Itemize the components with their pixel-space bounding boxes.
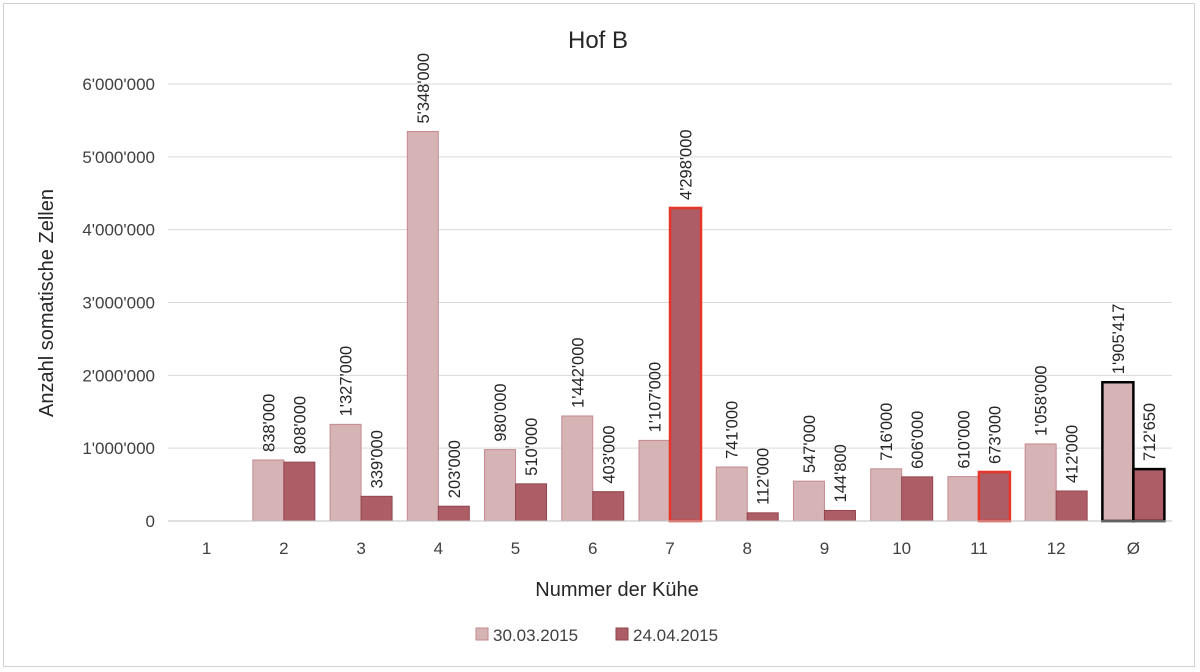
bar-series-2-cow-6: [592, 491, 625, 522]
x-tick-label: 8: [742, 539, 751, 558]
bar-series-2-cow-7: [668, 206, 703, 523]
chart-frame: [3, 3, 1195, 667]
chart-title: Hof B: [568, 27, 628, 54]
data-label-series-2-cow-3: 339'000: [369, 430, 387, 488]
bar-series-2-cow-9: [823, 509, 856, 522]
y-tick-label: 5'000'000: [82, 148, 155, 167]
x-tick-label: 2: [279, 539, 288, 558]
x-tick-label: 12: [1047, 539, 1066, 558]
x-tick-label: 11: [970, 539, 988, 558]
x-tick-label: 7: [665, 539, 674, 558]
y-tick-label: 4'000'000: [82, 221, 155, 240]
x-tick-label: 10: [892, 539, 911, 558]
x-tick-label: 6: [588, 539, 597, 558]
bar-series-1-cow-7: [638, 439, 671, 522]
data-label-series-2-cow-11: 673'000: [986, 406, 1004, 464]
x-axis-ticks: 1 2 3 4 5 6 7 8 9 10 11 12 Ø: [202, 539, 1140, 558]
data-label-series-2-cow-6: 403'000: [600, 425, 618, 483]
data-label-series-2-cow-10: 606'000: [909, 411, 927, 469]
y-tick-label: 3'000'000: [82, 294, 155, 313]
y-tick-label: 6'000'000: [82, 75, 155, 94]
data-label-series-1-cow-11: 610'000: [955, 410, 973, 468]
bar-series-1-cow-8: [715, 466, 748, 522]
bar-series-2-cow-2: [283, 461, 316, 522]
x-tick-label: 3: [356, 539, 365, 558]
bar-series-2-cow-8: [746, 512, 779, 522]
bar-series-1-cow-Ø: [1101, 380, 1135, 523]
data-label-series-1-cow-9: 547'000: [801, 415, 819, 473]
x-tick-label: Ø: [1127, 539, 1140, 558]
data-label-series-2-cow-12: 412'000: [1064, 425, 1082, 483]
legend-label-series-2: 24.04.2015: [633, 626, 718, 645]
bar-series-2-cow-5: [515, 483, 548, 522]
data-label-series-1-cow-6: 1'442'000: [569, 337, 587, 408]
data-labels: 838'000 1'327'000 5'348'000 980'000 1'442'00…: [260, 53, 1159, 505]
data-label-series-2-cow-2: 808'000: [291, 396, 309, 454]
data-label-series-2-cow-9: 144'800: [832, 444, 850, 502]
data-label-series-1-cow-2: 838'000: [260, 394, 278, 452]
data-label-series-2-cow-5: 510'000: [523, 418, 541, 476]
x-tick-label: 4: [434, 539, 443, 558]
data-label-series-1-cow-12: 1'058'000: [1033, 365, 1051, 436]
bar-series-2-cow-10: [901, 476, 934, 522]
data-label-series-2-cow-7: 4'298'000: [678, 129, 696, 200]
data-label-series-1-cow-3: 1'327'000: [338, 346, 356, 417]
data-label-series-1-cow-8: 741'000: [724, 401, 742, 459]
x-tick-label: 9: [820, 539, 829, 558]
bar-series-1-cow-5: [484, 449, 517, 522]
x-axis-label: Nummer der Kühe: [535, 579, 698, 601]
y-tick-label: 2'000'000: [82, 366, 155, 385]
x-tick-label: 1: [202, 539, 211, 558]
bar-series-1-cow-2: [252, 459, 285, 522]
legend-label-series-1: 30.03.2015: [493, 626, 578, 645]
bar-series-1-cow-3: [329, 423, 362, 522]
bar-series-2-cow-11: [977, 470, 1012, 523]
bar-series-1-cow-6: [561, 415, 594, 522]
y-axis-label: Anzahl somatische Zellen: [36, 189, 58, 417]
data-label-series-1-cow-4: 5'348'000: [415, 53, 433, 124]
data-label-series-2-cow-Ø: 712'650: [1141, 403, 1159, 461]
data-label-series-1-cow-10: 716'000: [878, 403, 896, 461]
legend-swatch-series-2: [615, 627, 629, 641]
bar-series-2-cow-4: [437, 505, 470, 522]
data-label-series-1-cow-Ø: 1'905'417: [1110, 304, 1128, 375]
data-label-series-1-cow-7: 1'107'000: [647, 362, 665, 433]
x-tick-label: 5: [511, 539, 520, 558]
data-label-series-1-cow-5: 980'000: [492, 383, 510, 441]
y-axis-ticks: 0 1'000'000 2'000'000 3'000'000 4'000'000 5'0…: [82, 75, 155, 531]
legend-swatch-series-1: [475, 627, 489, 641]
y-tick-label: 0: [146, 512, 155, 531]
legend: 30.03.2015 24.04.2015: [475, 626, 718, 645]
data-label-series-2-cow-4: 203'000: [446, 440, 464, 498]
bar-series-2-cow-Ø: [1132, 467, 1166, 523]
bar-series-1-cow-4: [406, 130, 439, 522]
bars: [252, 130, 1166, 523]
data-label-series-2-cow-8: 112'000: [755, 448, 773, 505]
bar-series-1-cow-11: [947, 476, 980, 522]
bar-series-2-cow-12: [1055, 490, 1088, 522]
y-tick-label: 1'000'000: [82, 439, 155, 458]
bar-series-1-cow-12: [1024, 443, 1057, 522]
bar-series-1-cow-10: [870, 468, 903, 522]
bar-series-2-cow-3: [360, 495, 393, 522]
bar-series-1-cow-9: [792, 480, 825, 522]
